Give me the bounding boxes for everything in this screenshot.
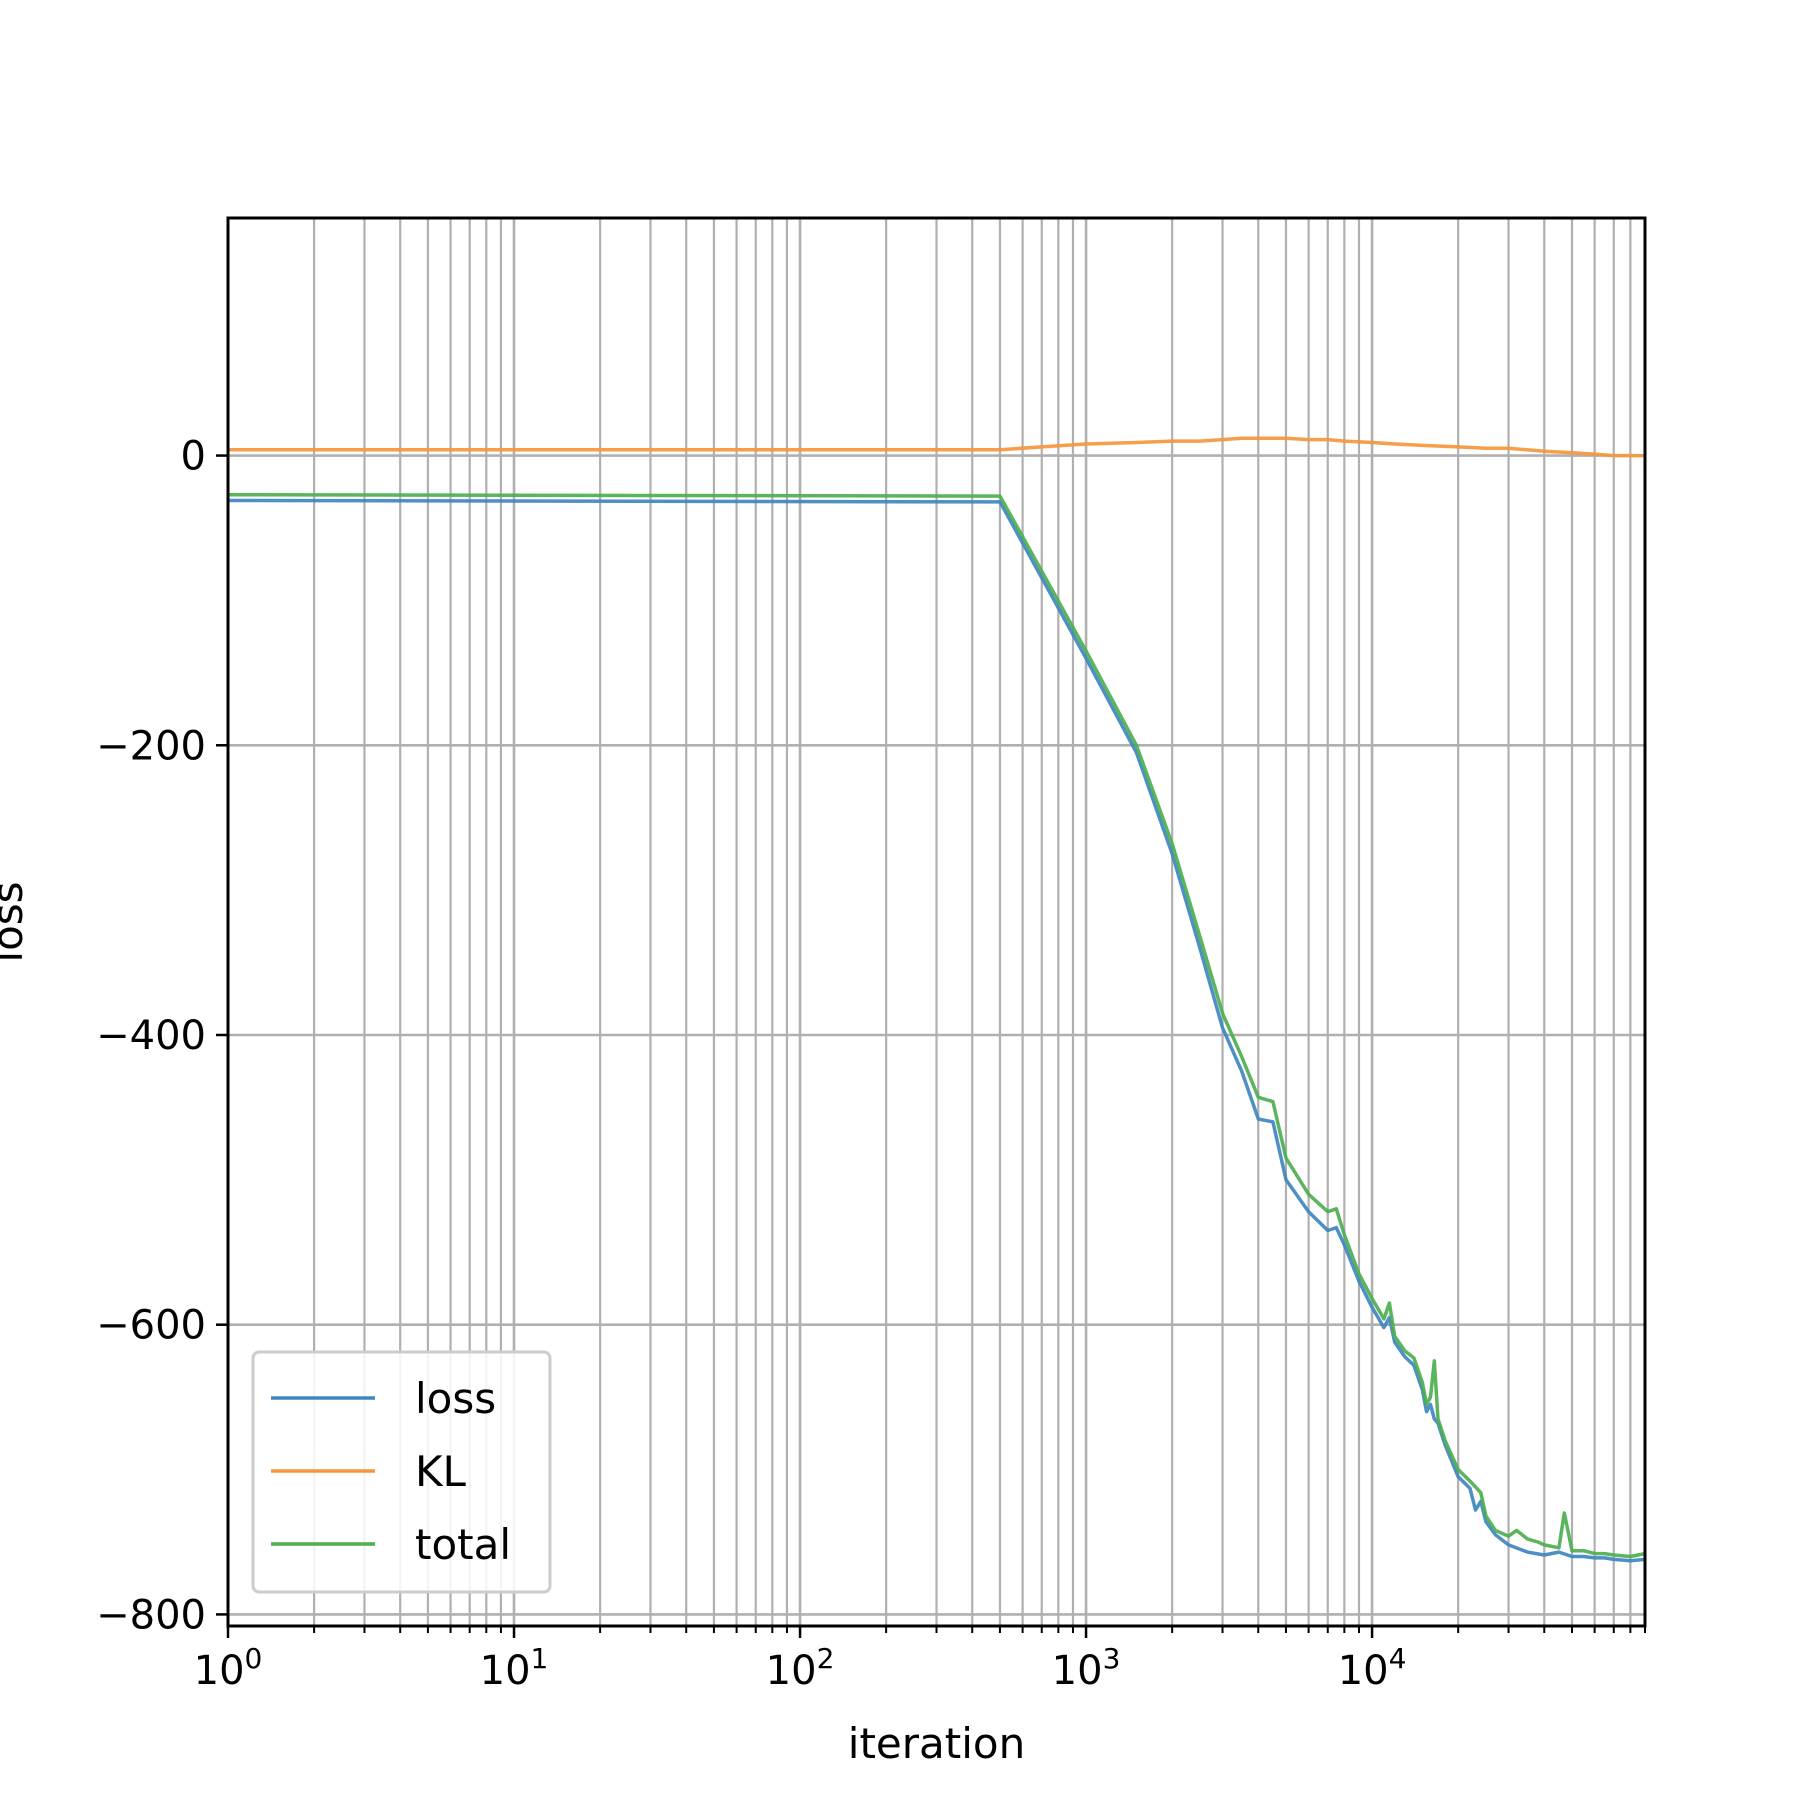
series-layer bbox=[227, 436, 1646, 1563]
legend: loss KL total bbox=[251, 1350, 552, 1594]
legend-box bbox=[251, 1350, 552, 1594]
legend-label-loss: loss bbox=[415, 1374, 496, 1423]
y-tick-label: −400 bbox=[96, 1013, 206, 1059]
y-tick-label: 0 bbox=[181, 434, 206, 480]
y-tick-label: −600 bbox=[96, 1303, 206, 1349]
series-line-kl bbox=[228, 436, 1645, 458]
x-axis-label: iteration bbox=[848, 1719, 1025, 1768]
y-tick-label: −200 bbox=[96, 723, 206, 769]
legend-label-total: total bbox=[415, 1520, 511, 1569]
x-tick-label: 100 bbox=[194, 1642, 263, 1694]
x-tick-label: 101 bbox=[480, 1642, 549, 1694]
grid bbox=[226, 218, 1647, 1626]
y-tick-label: −800 bbox=[96, 1592, 206, 1638]
series-line-total bbox=[227, 492, 1646, 1559]
x-tick-label: 104 bbox=[1338, 1642, 1407, 1694]
y-axis-label: loss bbox=[0, 881, 32, 962]
x-tick-label: 102 bbox=[766, 1642, 835, 1694]
legend-label-kl: KL bbox=[415, 1447, 467, 1496]
x-tick-label: 103 bbox=[1052, 1642, 1121, 1694]
